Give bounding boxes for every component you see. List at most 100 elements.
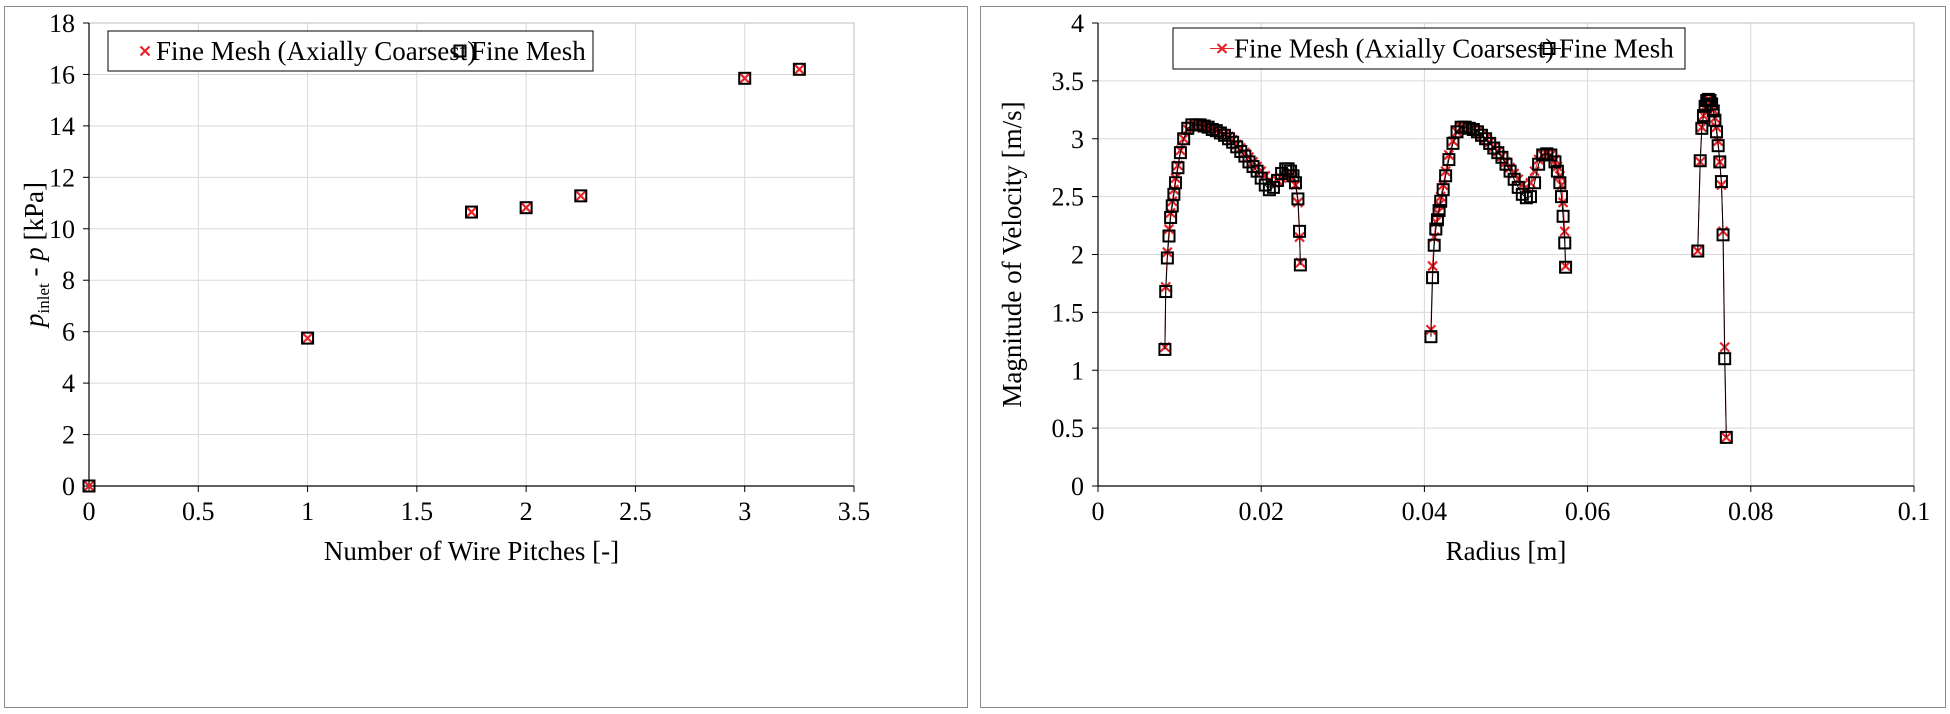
y-tick-label: 0	[62, 472, 75, 501]
y-tick-label: 14	[49, 112, 75, 141]
data-point	[1695, 121, 1709, 135]
data-point	[1507, 172, 1521, 186]
data-point	[1291, 192, 1305, 206]
data-point	[1458, 120, 1472, 134]
data-point	[1427, 260, 1438, 272]
legend: Fine Mesh (Axially Coarsest)Fine Mesh	[107, 30, 594, 72]
data-point	[1193, 118, 1207, 132]
data-point	[1271, 173, 1285, 187]
data-point	[1499, 157, 1513, 171]
data-point	[1544, 148, 1558, 162]
data-point	[1536, 148, 1550, 162]
data-point	[1250, 164, 1264, 178]
data-point	[1710, 125, 1724, 139]
data-point	[1716, 228, 1730, 242]
data-point	[1288, 176, 1302, 190]
data-point	[1205, 122, 1219, 136]
data-point	[1711, 139, 1725, 153]
data-point	[1511, 180, 1525, 194]
data-point	[1293, 224, 1307, 238]
data-point	[1554, 190, 1568, 204]
data-point	[1693, 154, 1707, 168]
data-point	[465, 205, 478, 219]
x-tick-label: 0.04	[1402, 497, 1448, 526]
x-tick-label: 2.5	[619, 497, 652, 526]
series-2	[1158, 92, 1733, 444]
data-point	[1430, 213, 1444, 227]
series-line	[1697, 98, 1727, 438]
data-point	[1515, 187, 1529, 201]
x-tick-label: 0.08	[1728, 497, 1774, 526]
x-tick-label: 3.5	[838, 497, 871, 526]
data-point	[1201, 120, 1215, 134]
data-point	[466, 206, 477, 218]
series-2	[82, 62, 806, 493]
data-point	[792, 62, 806, 76]
legend-label: Fine Mesh (Axially Coarsest)	[156, 36, 476, 66]
legend-marker	[1542, 42, 1556, 55]
legend-label: Fine Mesh (Axially Coarsest)	[1234, 34, 1554, 64]
x-tick-label: 0	[1092, 497, 1105, 526]
data-point	[1691, 244, 1705, 258]
data-point	[1424, 330, 1438, 344]
data-point	[1286, 169, 1300, 183]
y-tick-label: 2	[62, 421, 75, 450]
data-point	[1293, 258, 1307, 272]
x-tick-label: 1	[301, 497, 314, 526]
y-axis-title-unit: [kPa]	[19, 182, 49, 247]
data-point	[1254, 171, 1268, 185]
x-tick-label: 2	[520, 497, 533, 526]
data-point	[1519, 191, 1533, 205]
data-point	[1470, 125, 1484, 139]
y-axis-title-sub: inlet	[34, 283, 53, 313]
y-axis-title-p2: p	[19, 247, 49, 263]
velocity-profile-chart: 0 0.02 0.04 0.06 0.08 0.1 0 0.5 1 1.5 2 2.5 3 3.5 4 Rad…	[997, 9, 1931, 566]
data-point	[1528, 176, 1542, 190]
data-point	[301, 331, 315, 345]
legend: Fine Mesh (Axially Coarsest)Fine Mesh	[1172, 27, 1686, 70]
y-tick-label: 3	[1071, 125, 1084, 154]
y-tick-label: 1	[1071, 356, 1084, 385]
legend-box	[1172, 27, 1686, 70]
y-axis-title-minus: -	[19, 261, 49, 284]
data-point	[1217, 128, 1231, 142]
data-point	[1169, 176, 1183, 190]
data-point	[1262, 183, 1276, 197]
data-point	[1548, 155, 1562, 169]
y-tick-label: 2	[1071, 241, 1084, 270]
data-point	[1719, 430, 1733, 444]
data-point	[1171, 161, 1185, 175]
grid	[88, 22, 855, 487]
y-axis-title: pinlet - p [kPa]	[19, 182, 53, 329]
data-point	[519, 201, 533, 215]
y-tick-label: 0.5	[1052, 414, 1085, 443]
data-point	[1162, 229, 1176, 243]
data-point	[575, 190, 587, 202]
x-tick-label: 0.1	[1898, 497, 1931, 526]
legend-marker	[1216, 43, 1228, 54]
data-point	[1173, 146, 1187, 160]
data-point	[1705, 97, 1719, 111]
data-point	[1559, 260, 1573, 274]
legend-box	[107, 30, 594, 72]
data-point	[1426, 271, 1440, 285]
y-tick-label: 8	[62, 266, 75, 295]
y-tick-label: 3.5	[1052, 67, 1085, 96]
y-axis-title: Magnitude of Velocity [m/s]	[997, 101, 1027, 407]
data-point	[794, 64, 805, 75]
y-tick-label: 6	[62, 318, 75, 347]
data-point	[1559, 226, 1571, 237]
data-point	[1429, 222, 1443, 236]
x-tick-label: 0.06	[1565, 497, 1611, 526]
data-point	[738, 71, 752, 85]
data-point	[1718, 352, 1732, 366]
data-point	[1222, 132, 1236, 146]
y-tick-label: 4	[62, 369, 75, 398]
grid	[1097, 22, 1915, 487]
x-axis-title: Radius [m]	[1446, 536, 1567, 566]
data-point	[1495, 150, 1509, 164]
y-tick-label: 4	[1071, 9, 1084, 38]
data-point	[1532, 157, 1546, 171]
y-tick-label: 12	[49, 163, 75, 192]
pressure-drop-chart: 0 0.5 1 1.5 2 2.5 3 3.5 0 2 4 6 8 10 12 14 16 18 Number of…	[19, 9, 871, 566]
